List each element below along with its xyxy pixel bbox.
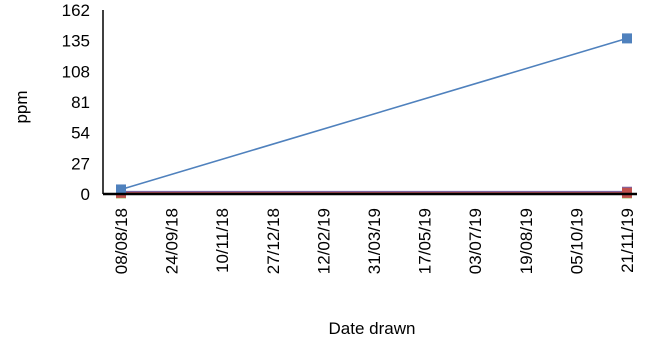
x-tick-label: 31/03/19 [365, 208, 384, 274]
data-point-marker [116, 184, 126, 195]
y-tick-label: 54 [71, 124, 90, 143]
x-tick-label: 03/07/19 [466, 208, 485, 274]
y-tick-label: 135 [62, 32, 90, 51]
x-tick-label: 21/11/19 [618, 208, 637, 273]
x-tick-label: 19/08/19 [517, 208, 536, 274]
x-tick-label: 05/10/19 [567, 208, 586, 274]
series-line [120, 37, 628, 191]
y-axis-title: ppm [12, 90, 31, 123]
x-axis-title: Date drawn [329, 319, 416, 338]
x-tick-label: 24/09/18 [163, 208, 182, 274]
y-tick-label: 0 [81, 185, 90, 204]
y-tick-label: 108 [62, 62, 90, 81]
x-tick-label: 12/02/19 [314, 208, 333, 274]
x-tick-label: 17/05/19 [416, 208, 435, 274]
y-tick-label: 81 [71, 93, 90, 112]
series-layer [116, 33, 632, 199]
x-tick-label: 10/11/18 [213, 208, 232, 273]
x-tick-label: 27/12/18 [264, 208, 283, 274]
x-axis-ticks: 08/08/18 24/09/18 10/11/18 27/12/18 12/02/19… [112, 208, 637, 274]
y-tick-label: 27 [71, 154, 90, 173]
y-tick-label: 162 [62, 1, 90, 20]
data-point-marker [622, 33, 632, 44]
x-tick-label: 08/08/18 [112, 208, 131, 274]
y-axis-ticks: 0 27 54 81 108 135 162 [62, 1, 90, 204]
